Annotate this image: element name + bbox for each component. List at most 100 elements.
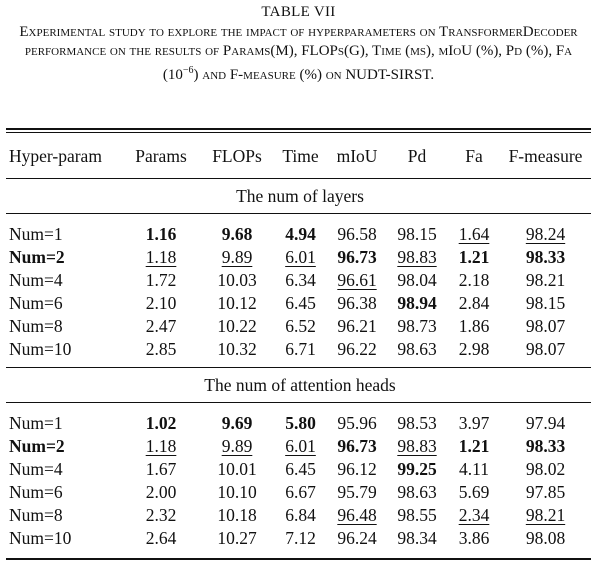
cell: 1.21 (458, 436, 490, 456)
cell: 6.84 (285, 505, 316, 525)
cell: 2.47 (145, 316, 177, 336)
cell: 1.64 (458, 224, 490, 244)
cell: 1.18 (145, 436, 177, 456)
cell: 98.33 (525, 247, 566, 267)
cell: 9.68 (221, 224, 253, 244)
cell: 10.10 (217, 482, 257, 502)
row-label: Num=4 (9, 270, 63, 290)
data-row: Num=4 1.67 10.01 6.45 96.12 99.25 4.11 98.02 (6, 458, 591, 481)
cell: 10.18 (217, 505, 257, 525)
cell: 98.63 (397, 339, 437, 359)
cell: 97.85 (525, 482, 566, 502)
row-label: Num=8 (9, 505, 63, 525)
cell: 98.55 (397, 505, 437, 525)
cell: 98.21 (525, 270, 566, 290)
cell: 5.69 (458, 482, 490, 502)
cell: 98.33 (525, 436, 566, 456)
cell: 7.12 (273, 527, 328, 560)
group-title: The num of attention heads (6, 367, 591, 403)
cell: 6.34 (285, 270, 316, 290)
row-label: Num=6 (9, 293, 63, 313)
column-header: FLOPs (201, 128, 273, 179)
cell: 3.86 (448, 527, 500, 560)
group-title: The num of layers (6, 178, 591, 214)
cell: 6.01 (285, 436, 316, 456)
cell: 96.24 (328, 527, 386, 560)
data-row: Num=10 2.64 10.27 7.12 96.24 98.34 3.86 98.08 (6, 527, 591, 560)
spacer (6, 403, 591, 413)
column-header: mIoU (328, 128, 386, 179)
caption-text: Experimental study to explore the impact… (19, 24, 578, 83)
cell: 4.11 (459, 459, 489, 479)
cell: 96.21 (337, 316, 377, 336)
table-caption: Experimental study to explore the impact… (9, 23, 589, 85)
cell: 2.84 (458, 293, 490, 313)
cell: 1.02 (145, 413, 177, 433)
data-row: Num=1 1.02 9.69 5.80 95.96 98.53 3.97 97.94 (6, 412, 591, 435)
data-row: Num=2 1.18 9.89 6.01 96.73 98.83 1.21 98.33 (6, 435, 591, 458)
column-header: Time (273, 128, 328, 179)
column-header: Pd (386, 128, 448, 179)
cell: 97.94 (525, 413, 566, 433)
data-row: Num=6 2.00 10.10 6.67 95.79 98.63 5.69 97.85 (6, 481, 591, 504)
cell: 98.83 (397, 247, 437, 267)
cell: 6.45 (285, 459, 316, 479)
column-header: Params (121, 128, 201, 179)
cell: 98.94 (397, 293, 437, 313)
cell: 99.25 (397, 459, 437, 479)
cell: 1.67 (145, 459, 177, 479)
cell: 98.08 (500, 527, 591, 560)
cell: 96.38 (337, 293, 377, 313)
cell: 95.96 (337, 413, 377, 433)
cell: 10.22 (217, 316, 257, 336)
cell: 2.10 (145, 293, 177, 313)
cell: 1.72 (145, 270, 177, 290)
page: {"title": "TABLE VII", "caption": {"befo… (0, 4, 597, 566)
cell: 98.83 (397, 436, 437, 456)
cell: 98.04 (397, 270, 437, 290)
cell: 2.32 (145, 505, 177, 525)
cell: 2.00 (145, 482, 177, 502)
cell: 10.27 (201, 527, 273, 560)
cell: 96.12 (337, 459, 377, 479)
cell: 96.58 (337, 224, 377, 244)
cell: 96.48 (337, 505, 377, 525)
row-label: Num=2 (9, 247, 65, 267)
row-label: Num=2 (9, 436, 65, 456)
cell: 4.94 (285, 224, 316, 244)
cell: 95.79 (337, 482, 377, 502)
cell: 5.80 (285, 413, 316, 433)
cell: 1.16 (145, 224, 177, 244)
cell: 10.03 (217, 270, 257, 290)
cell: 10.32 (217, 339, 257, 359)
cell: 96.73 (337, 436, 377, 456)
cell: 9.69 (221, 413, 253, 433)
data-row: Num=4 1.72 10.03 6.34 96.61 98.04 2.18 98.21 (6, 269, 591, 292)
cell: 1.18 (145, 247, 177, 267)
data-row: Num=8 2.47 10.22 6.52 96.21 98.73 1.86 98.07 (6, 315, 591, 338)
column-header: F-measure (500, 128, 591, 179)
cell: 2.18 (458, 270, 490, 290)
cell: 2.34 (458, 505, 490, 525)
results-table: Hyper-param Params FLOPs Time mIoU Pd Fa F-meas… (6, 128, 591, 560)
cell: 98.21 (525, 505, 566, 525)
row-label: Num=1 (9, 224, 63, 244)
data-row: Num=8 2.32 10.18 6.84 96.48 98.55 2.34 98.21 (6, 504, 591, 527)
cell: 10.12 (217, 293, 257, 313)
row-label: Num=1 (9, 413, 63, 433)
header-row: Hyper-param Params FLOPs Time mIoU Pd Fa F-meas… (6, 128, 591, 179)
data-row: Num=1 1.16 9.68 4.94 96.58 98.15 1.64 98.24 (6, 223, 591, 246)
spacer-cell (6, 214, 591, 224)
row-label: Num=10 (6, 527, 121, 560)
cell: 6.71 (285, 339, 316, 359)
column-header: Fa (448, 128, 500, 179)
cell: 98.07 (525, 339, 566, 359)
spacer (6, 214, 591, 224)
cell: 98.34 (386, 527, 448, 560)
cell: 96.73 (337, 247, 377, 267)
data-row: Num=10 2.85 10.32 6.71 96.22 98.63 2.98 98.07 (6, 338, 591, 361)
cell: 96.61 (337, 270, 377, 290)
row-label: Num=8 (9, 316, 63, 336)
cell: 3.97 (458, 413, 490, 433)
cell: 2.85 (145, 339, 177, 359)
